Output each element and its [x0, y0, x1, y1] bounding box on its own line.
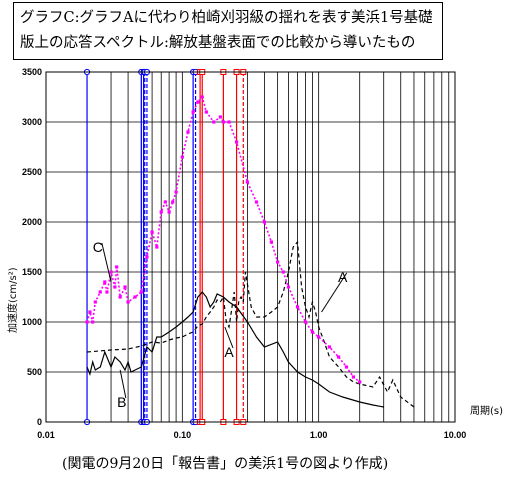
y-tick-label: 1000 [22, 317, 42, 327]
series-c-point [317, 335, 321, 339]
vertical-markers [83, 68, 247, 426]
y-tick-label: 3500 [22, 67, 42, 77]
series-c-point [139, 290, 143, 294]
annotation-leader [101, 242, 112, 283]
series-c-point [191, 110, 195, 114]
y-tick-label: 2500 [22, 167, 42, 177]
series-lines [85, 95, 415, 408]
annotation-label: B [117, 394, 126, 410]
series-c-point [109, 270, 113, 274]
series-c-point [303, 320, 308, 324]
series-c-point [254, 200, 259, 204]
series-c-point [212, 120, 216, 124]
source-caption: (関電の9月20日「報告書」の美浜1号の図より作成) [62, 456, 389, 472]
series-a-line [86, 240, 415, 408]
series-c-point [200, 95, 204, 99]
x-tick-label: 0.10 [174, 430, 192, 440]
series-b-line [86, 291, 384, 408]
series-c-point [344, 365, 349, 369]
series-c-point [103, 280, 107, 284]
series-c-point [204, 110, 208, 114]
chart-title-box: グラフC:グラフAに代わり柏崎刈羽級の揺れを表す美浜1号基礎 版上の応答スペクト… [13, 2, 443, 60]
series-c-point [262, 220, 267, 224]
series-c-point [93, 300, 97, 304]
series-c-point [113, 285, 117, 289]
axes: 0 500 1000 1500 2000 2500 3000 3500 0.01 0.10 1.00… [22, 67, 466, 440]
series-c-line [86, 95, 361, 383]
series-c-point [145, 255, 149, 259]
series-c-point [218, 115, 222, 119]
series-c-point [171, 200, 175, 204]
series-c-point [245, 180, 249, 184]
series-c-point [174, 190, 178, 194]
series-c-point [234, 140, 239, 144]
series-c-point [126, 300, 130, 304]
series-c-point [186, 130, 190, 134]
series-c-point [163, 200, 167, 204]
annotation-leader [224, 326, 234, 349]
y-tick-label: 0 [37, 417, 42, 427]
annotation-leader [119, 369, 127, 399]
series-c-point [180, 155, 184, 159]
series-c-point [310, 330, 315, 334]
series-c-point [115, 265, 119, 269]
x-tick-label: 1.00 [310, 430, 328, 440]
annotations: A A B C [93, 239, 348, 410]
title-line-1: グラフC:グラフAに代わり柏崎刈羽級の揺れを表す美浜1号基礎 [20, 10, 433, 26]
series-c-point [159, 210, 163, 214]
series-c-point [327, 345, 332, 349]
x-tick-label: 0.01 [37, 430, 55, 440]
y-tick-label: 500 [27, 367, 42, 377]
series-c-point [196, 100, 200, 104]
response-spectrum-chart: 0 500 1000 1500 2000 2500 3000 3500 0.01 0.10 1.00… [6, 67, 503, 440]
y-tick-label: 3000 [22, 117, 42, 127]
annotation-label: A [338, 269, 348, 285]
grid [45, 71, 456, 423]
series-c-point [91, 320, 95, 324]
series-c-point [358, 380, 362, 384]
series-c-point [336, 355, 341, 359]
series-c-point [221, 120, 225, 124]
y-tick-label: 1500 [22, 267, 42, 277]
series-c-point [276, 260, 280, 264]
y-tick-label: 2000 [22, 217, 42, 227]
series-c-point [351, 375, 356, 379]
series-c-point [133, 295, 137, 299]
x-axis-title: 周期(s) [470, 405, 503, 417]
series-c-point [85, 320, 89, 324]
series-c-point [118, 295, 122, 299]
series-c-point [269, 240, 273, 244]
series-c-point [155, 245, 159, 249]
y-axis-title: 加速度(cm/s²) [6, 267, 19, 333]
annotation-leader [321, 272, 348, 313]
series-c-point [105, 290, 109, 294]
series-c-point [150, 230, 154, 234]
x-tick-label: 10.00 [444, 430, 467, 440]
annotation-label: C [93, 239, 103, 255]
series-c-point [227, 120, 231, 124]
series-c-point [286, 285, 291, 289]
annotation-label: A [224, 344, 234, 360]
series-c-point [123, 285, 127, 289]
series-c-point [88, 310, 92, 314]
series-c-point [281, 270, 285, 274]
series-c-point [167, 210, 171, 214]
series-c-point [98, 290, 102, 294]
title-line-2: 版上の応答スペクトル:解放基盤表面での比較から導いたもの [20, 35, 416, 51]
series-c-point [295, 305, 300, 309]
plot-frame [45, 71, 456, 423]
